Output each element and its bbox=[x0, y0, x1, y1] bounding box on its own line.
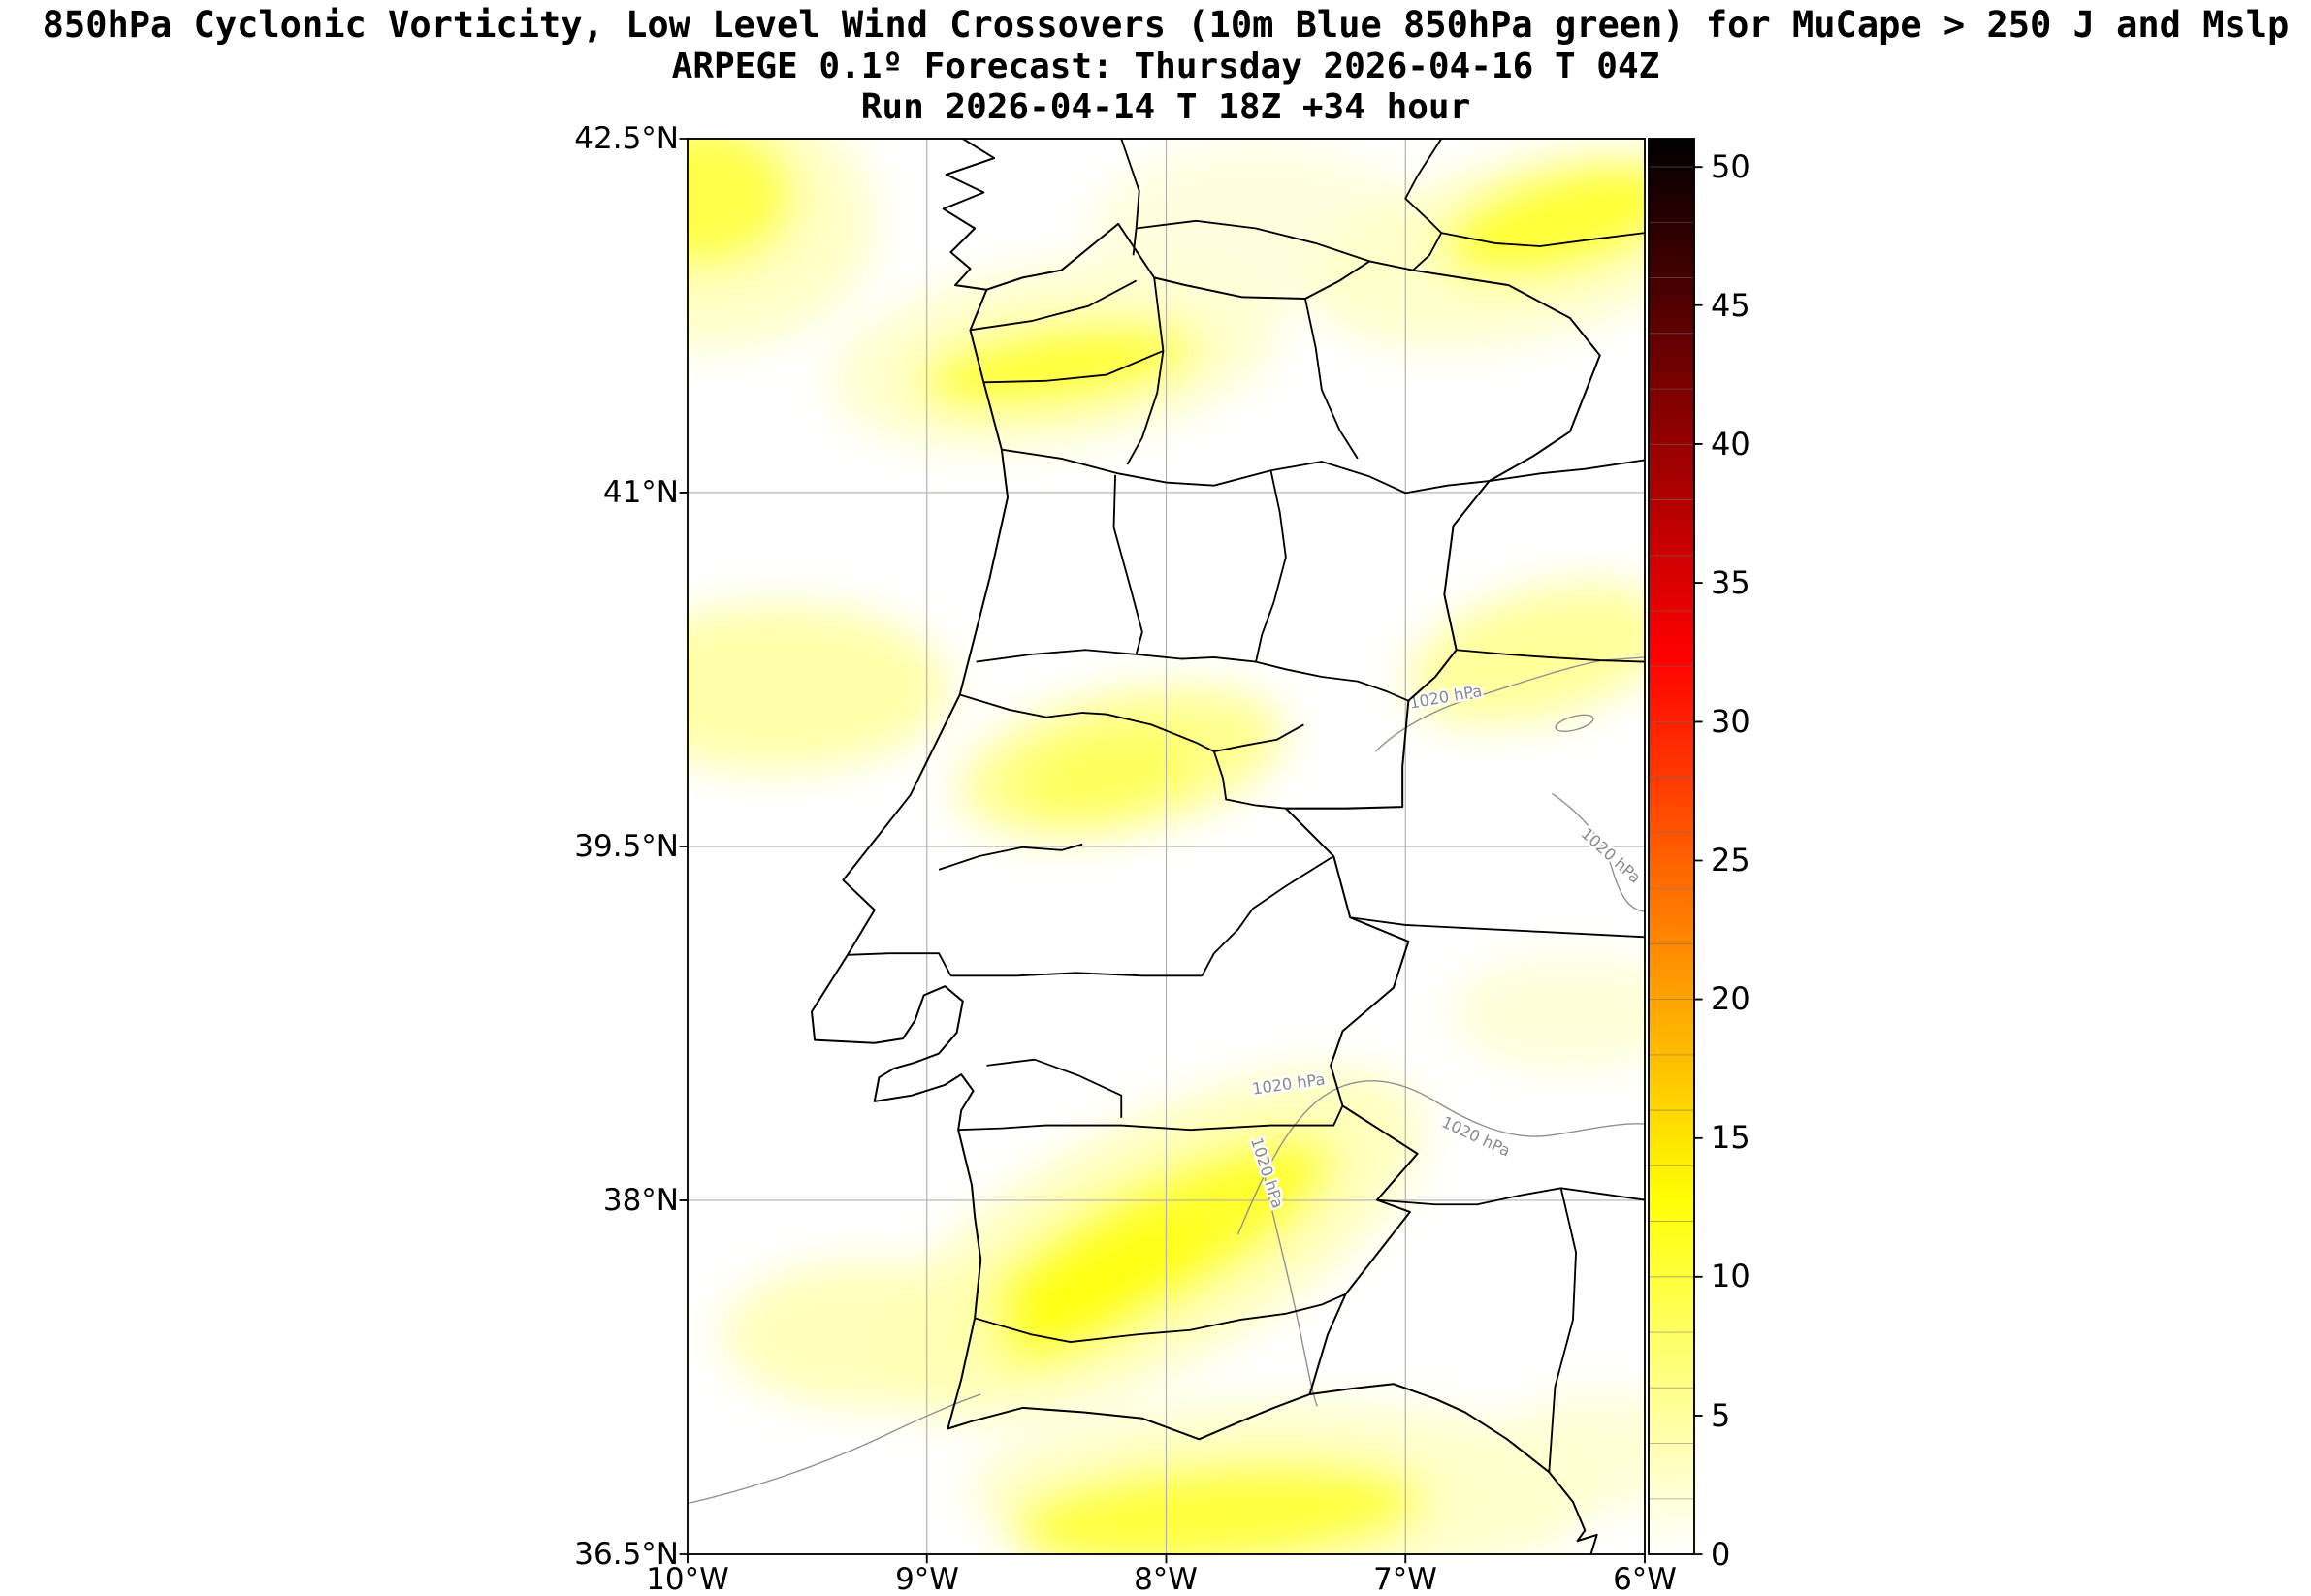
vorticity-shading bbox=[688, 139, 1645, 1554]
axis-ticks bbox=[679, 138, 1646, 1564]
x-tick-label: 6°W bbox=[1613, 1562, 1677, 1596]
chart-subtitle: ARPEGE 0.1º Forecast: Thursday 2026-04-1… bbox=[671, 47, 1660, 86]
y-tick-label: 39.5°N bbox=[574, 829, 679, 864]
x-tick-label: 10°W bbox=[646, 1562, 729, 1596]
colorbar-tick-label: 45 bbox=[1711, 287, 1750, 324]
title-block: 850hPa Cyclonic Vorticity, Low Level Win… bbox=[20, 4, 2311, 128]
x-tick-label: 7°W bbox=[1373, 1562, 1437, 1596]
colorbar-tick-label: 0 bbox=[1711, 1536, 1731, 1573]
x-tick-label: 9°W bbox=[895, 1562, 959, 1596]
country-border bbox=[986, 222, 1601, 1395]
colorbar-ticks bbox=[1694, 166, 1703, 1555]
y-tick-label: 42.5°N bbox=[574, 121, 679, 156]
colorbar-tick-label: 20 bbox=[1711, 980, 1750, 1017]
x-tick-label: 8°W bbox=[1134, 1562, 1198, 1596]
coastline bbox=[810, 139, 1598, 1554]
colorbar-tick-label: 15 bbox=[1711, 1119, 1750, 1156]
grid-lines bbox=[688, 139, 1645, 1554]
colorbar-tick-label: 5 bbox=[1711, 1397, 1731, 1434]
colorbar-tick-label: 30 bbox=[1711, 703, 1750, 740]
y-tick-label: 36.5°N bbox=[574, 1537, 679, 1572]
colorbar-tick-label: 35 bbox=[1711, 564, 1750, 601]
colorbar bbox=[1648, 138, 1703, 1555]
colorbar-tick-label: 50 bbox=[1711, 148, 1750, 185]
y-tick-label: 38°N bbox=[602, 1183, 679, 1218]
colorbar-segment-lines bbox=[1649, 166, 1694, 1500]
colorbar-tick-label: 10 bbox=[1711, 1258, 1750, 1294]
chart-title: 850hPa Cyclonic Vorticity, Low Level Win… bbox=[42, 4, 2290, 46]
colorbar-border bbox=[1648, 138, 1695, 1555]
colorbar-gradient bbox=[1649, 139, 1694, 1554]
district-boundaries bbox=[847, 139, 1645, 1473]
y-tick-label: 41°N bbox=[602, 475, 679, 510]
map-plot: 1020 hPa 1020 hPa 1020 hPa 1020 hPa 1020… bbox=[679, 138, 1647, 1564]
colorbar-tick-label: 40 bbox=[1711, 426, 1750, 463]
chart-run-info: Run 2026-04-14 T 18Z +34 hour bbox=[860, 87, 1471, 127]
colorbar-tick-label: 25 bbox=[1711, 842, 1750, 878]
